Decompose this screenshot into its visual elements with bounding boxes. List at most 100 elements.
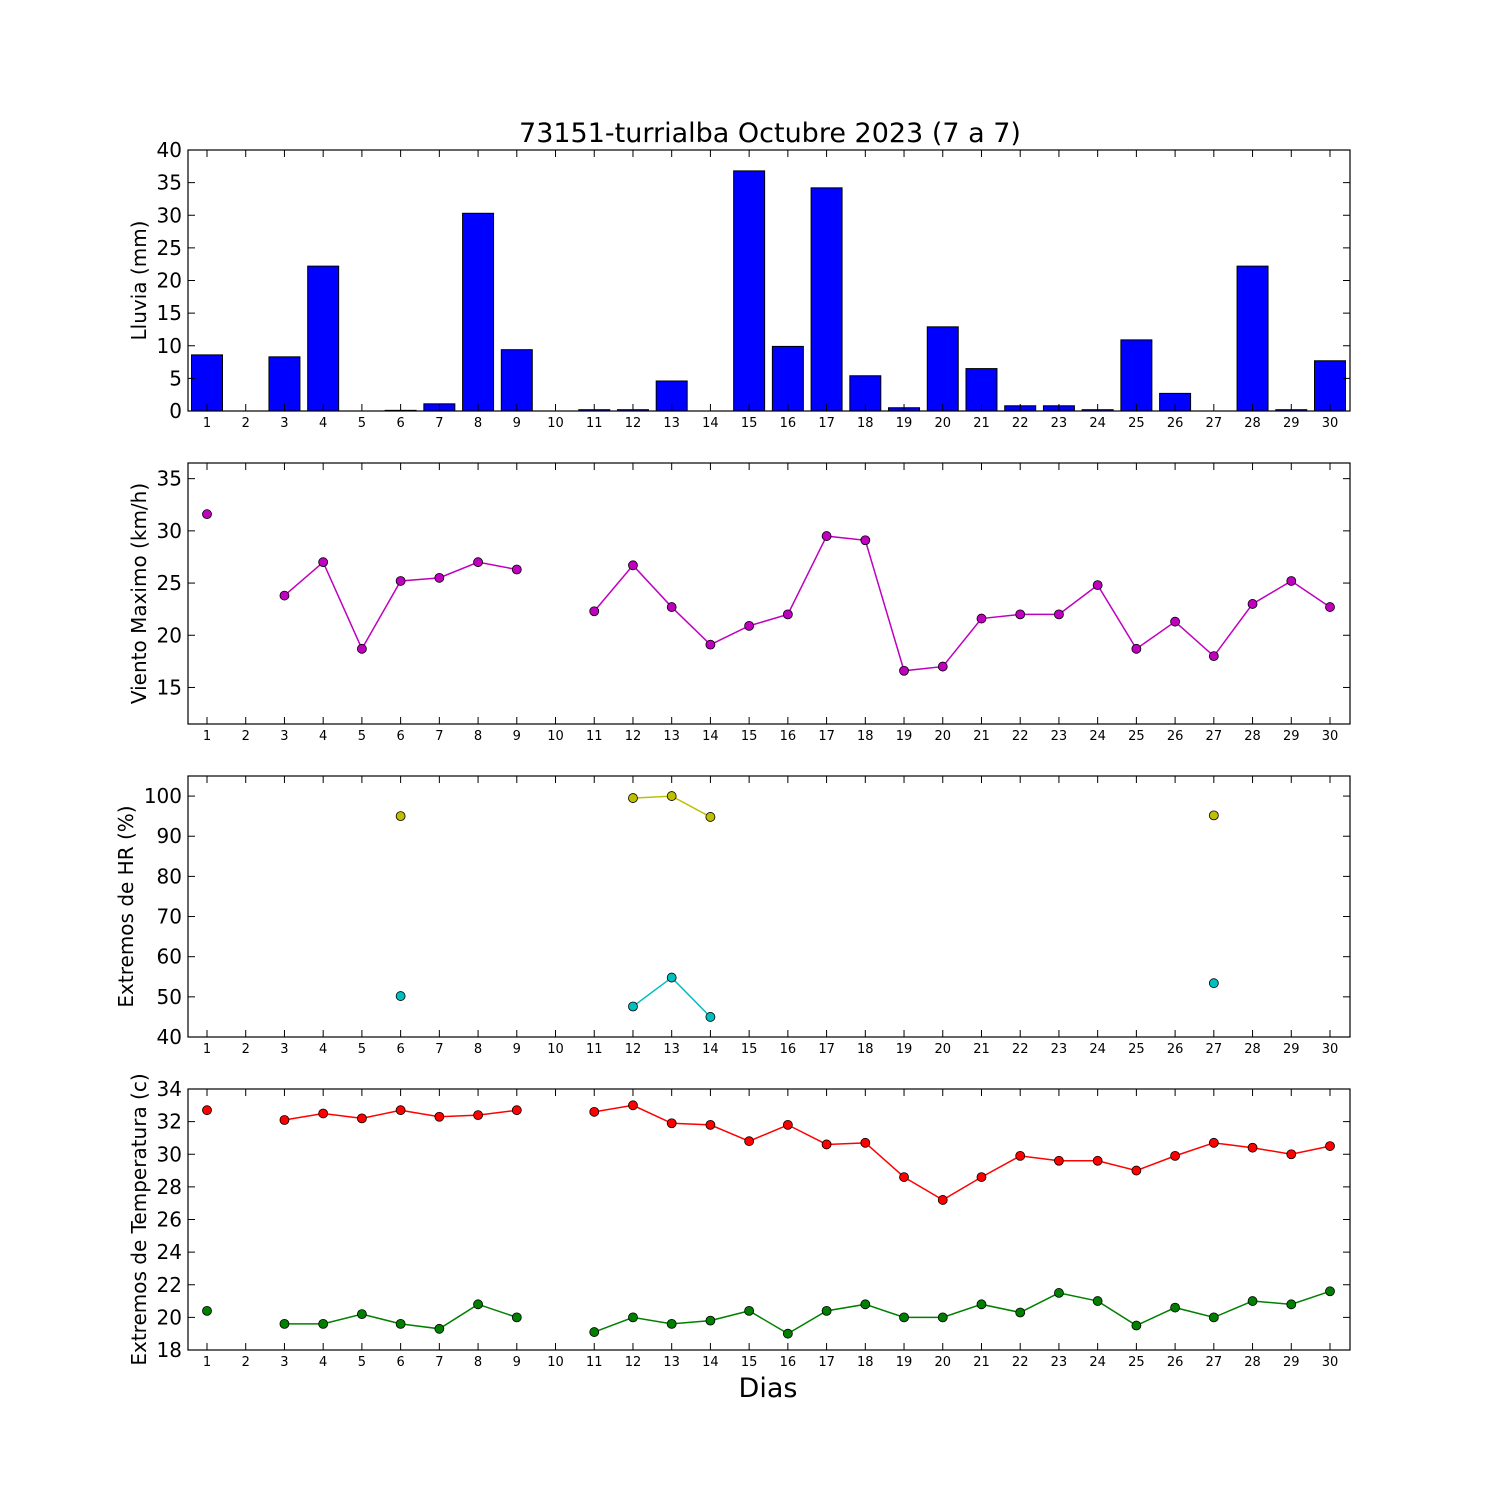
x-tick-label: 12 [625,729,642,744]
series-1-point-day-7 [434,1111,445,1122]
x-tick-label: 25 [1128,1042,1145,1057]
x-tick-label: 24 [1089,1042,1106,1057]
y-tick-label: 60 [157,945,182,969]
x-tick-label: 21 [973,1355,990,1370]
x-tick-label: 14 [702,416,719,431]
series-1-point-day-6 [395,1105,406,1116]
x-tick-label: 26 [1167,416,1184,431]
x-tick-label: 19 [896,729,913,744]
y-tick-label: 40 [157,1025,182,1049]
series-1-point-day-25 [1131,1165,1142,1176]
series-1-point-day-8 [473,1110,483,1120]
series-2-point-day-27 [1208,978,1219,989]
chart-title: 73151-turrialba Octubre 2023 (7 a 7) [519,118,1021,149]
series-1-point-day-24 [1092,1155,1103,1166]
x-tick-label: 16 [780,1355,797,1370]
x-tick-label: 26 [1167,729,1184,744]
x-tick-label: 22 [1012,1042,1029,1057]
x-tick-label: 27 [1206,1042,1223,1057]
y-tick-label: 20 [157,623,182,647]
series-1-point-day-4 [318,557,329,568]
series-2-point-day-8 [473,1299,483,1310]
series-1-point-day-14 [705,639,716,650]
x-tick-label: 29 [1283,1355,1300,1370]
x-tick-label: 15 [741,729,758,744]
series-2-point-day-15 [744,1305,755,1316]
x-tick-label: 24 [1089,1355,1106,1370]
x-tick-label: 22 [1012,416,1029,431]
x-tick-label: 11 [586,1355,603,1370]
x-tick-label: 9 [513,1042,521,1057]
x-tick-label: 24 [1089,729,1106,744]
series-1-point-day-20 [937,1195,948,1205]
x-tick-label: 6 [396,1355,404,1370]
x-tick-label: 18 [857,1355,874,1370]
x-tick-label: 30 [1322,416,1339,431]
y-axis-label: Extremos de HR (%) [114,805,138,1007]
series-1-point-day-8 [473,557,483,568]
series-1-point-day-6 [395,576,406,586]
x-tick-label: 4 [319,416,327,431]
x-tick-label: 7 [435,1042,443,1057]
series-1-point-day-23 [1054,1155,1064,1166]
x-tick-label: 24 [1089,416,1106,431]
y-tick-label: 25 [157,571,182,595]
y-axis-label: Lluvia (mm) [127,221,151,341]
y-axis-label: Viento Maximo (km/h) [127,483,151,704]
x-tick-label: 25 [1128,1355,1145,1370]
y-tick-label: 30 [157,519,182,543]
x-tick-label: 2 [242,729,250,744]
x-tick-label: 15 [741,416,758,431]
series-1-point-day-18 [860,1137,871,1148]
x-tick-label: 27 [1206,729,1223,744]
bar-day-28 [1236,265,1269,412]
series-1-point-day-12 [628,560,638,571]
series-2-point-day-25 [1131,1320,1142,1331]
x-tick-label: 28 [1244,729,1261,744]
x-tick-label: 18 [857,729,874,744]
series-1-point-day-28 [1247,599,1258,609]
x-tick-label: 18 [857,416,874,431]
series-2-point-day-14 [705,1012,716,1022]
bar-day-3 [268,356,301,412]
series-1-point-day-26 [1170,616,1180,627]
x-tick-label: 14 [702,1042,719,1057]
x-tick-label: 6 [396,729,404,744]
x-tick-label: 9 [513,729,521,744]
x-tick-label: 8 [474,416,482,431]
series-2-line [632,976,711,1018]
series-1-point-day-26 [1170,1150,1180,1161]
x-tick-label: 2 [242,1042,250,1057]
x-tick-label: 6 [396,1042,404,1057]
series-1-point-day-3 [279,590,290,601]
series-1-point-day-14 [705,812,716,822]
series-2-line [593,1290,1331,1335]
x-tick-label: 30 [1322,1355,1339,1370]
bar-day-17 [810,187,843,412]
series-1-point-day-22 [1015,1150,1026,1161]
y-tick-label: 90 [157,824,182,848]
series-1-point-day-23 [1054,609,1064,620]
x-tick-label: 8 [474,1355,482,1370]
x-tick-label: 20 [934,1042,951,1057]
x-tick-label: 6 [396,416,404,431]
x-tick-label: 16 [780,729,797,744]
series-1-point-day-27 [1208,1137,1219,1148]
series-1-point-day-20 [937,661,948,672]
series-1-point-day-29 [1286,576,1297,586]
series-2-point-day-6 [395,991,406,1001]
y-tick-label: 50 [157,985,182,1009]
y-tick-label: 30 [157,1142,182,1166]
series-1-point-day-15 [744,1136,755,1147]
plot-frame [187,462,1351,725]
series-2-point-day-12 [628,1312,638,1323]
series-2-point-day-28 [1247,1296,1258,1306]
x-tick-label: 21 [973,416,990,431]
x-tick-label: 21 [973,1042,990,1057]
series-1-point-day-13 [666,602,677,612]
series-2-point-day-16 [782,1328,793,1339]
series-1-point-day-17 [821,531,832,541]
x-tick-label: 3 [280,416,288,431]
